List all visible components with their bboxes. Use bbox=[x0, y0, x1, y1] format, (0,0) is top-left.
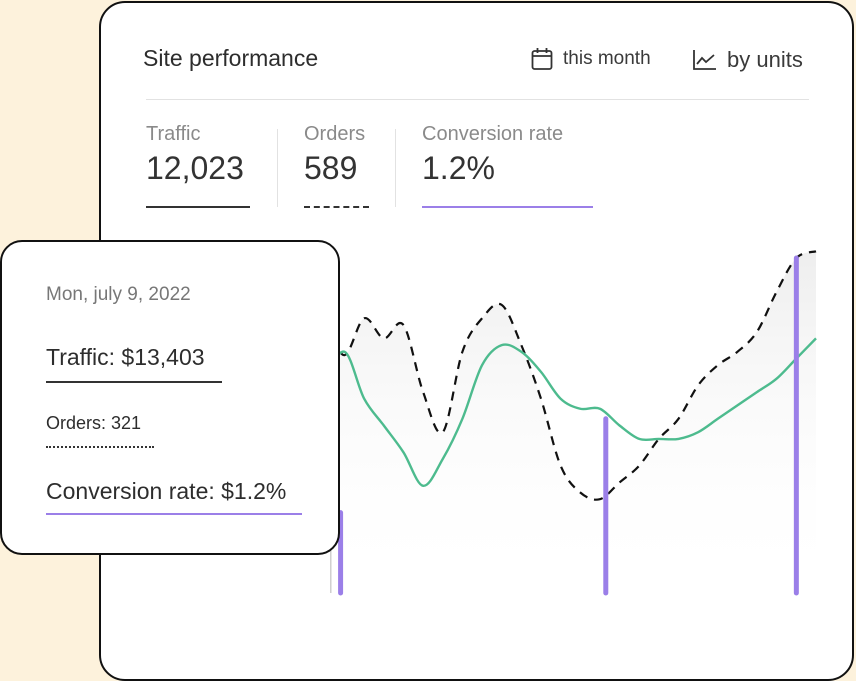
tooltip-orders: Orders: 321 bbox=[46, 413, 154, 448]
metric-separator bbox=[277, 129, 278, 207]
metric-traffic[interactable]: Traffic 12,023 bbox=[146, 123, 244, 187]
period-selector[interactable]: this month bbox=[531, 47, 651, 71]
metric-conversion-value: 1.2% bbox=[422, 150, 495, 186]
metric-orders[interactable]: Orders 589 bbox=[304, 123, 365, 187]
metric-traffic-label: Traffic bbox=[146, 123, 201, 145]
view-label: by units bbox=[727, 47, 803, 72]
line-chart-icon bbox=[693, 50, 716, 70]
tooltip-traffic: Traffic: $13,403 bbox=[46, 344, 222, 383]
chart-tooltip: Mon, july 9, 2022 Traffic: $13,403 Order… bbox=[0, 240, 340, 555]
metric-separator bbox=[395, 129, 396, 207]
metric-orders-label: Orders bbox=[304, 123, 366, 145]
traffic-legend-underline bbox=[146, 206, 250, 208]
orders-legend-underline bbox=[304, 206, 369, 208]
metric-orders-value: 589 bbox=[304, 150, 358, 186]
orders-area bbox=[207, 251, 816, 594]
metric-conversion[interactable]: Conversion rate 1.2% bbox=[422, 123, 563, 187]
metric-conversion-label: Conversion rate bbox=[422, 123, 564, 145]
tooltip-date: Mon, july 9, 2022 bbox=[46, 284, 191, 305]
card-title: Site performance bbox=[143, 45, 319, 71]
view-selector[interactable]: by units bbox=[693, 47, 803, 73]
period-label: this month bbox=[563, 48, 651, 69]
conversion-legend-underline bbox=[422, 206, 593, 208]
metric-traffic-value: 12,023 bbox=[146, 150, 244, 186]
performance-chart bbox=[206, 250, 817, 596]
header-divider bbox=[146, 99, 809, 100]
tooltip-conversion: Conversion rate: $1.2% bbox=[46, 478, 302, 515]
calendar-icon bbox=[531, 48, 553, 70]
